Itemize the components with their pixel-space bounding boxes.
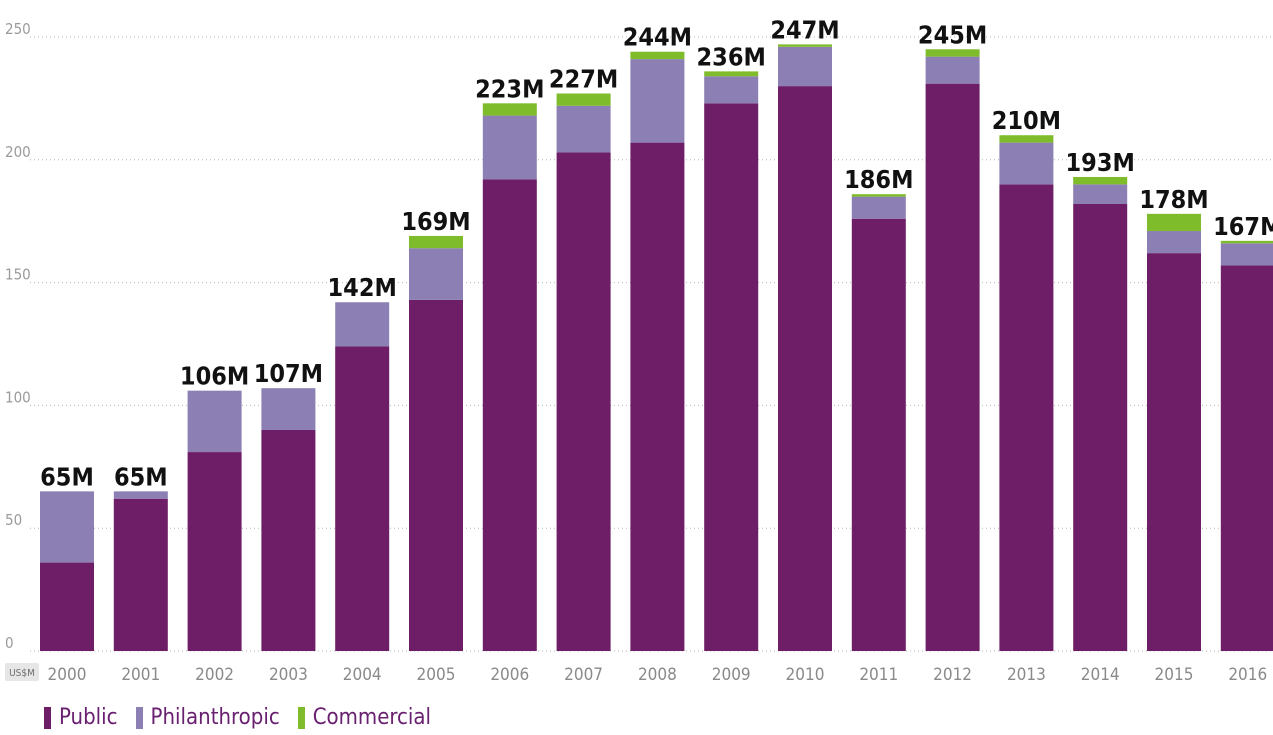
total-label-2003: 107M [254,359,323,388]
total-label-2009: 236M [697,42,766,71]
legend-swatch-commercial [297,706,305,729]
bar-philanthropic-2009 [704,76,759,104]
bar-commercial-2015 [1147,213,1201,232]
legend-label-philanthropic: Philanthropic [150,705,280,730]
bar-philanthropic-2000 [40,491,94,563]
bar-commercial-2013 [999,135,1054,143]
unit-badge-label: US$M [9,668,35,679]
y-tick-label-100: 100 [5,388,31,406]
total-label-2014: 193M [1066,148,1135,177]
bar-public-2015 [1147,253,1201,652]
bar-public-2000 [40,562,94,651]
y-tick-label-200: 200 [5,143,31,161]
x-tick-label-2007: 2007 [564,665,603,685]
total-label-2013: 210M [992,106,1061,135]
x-tick-label-2005: 2005 [417,665,456,685]
total-label-2002: 106M [180,362,249,391]
total-label-2007: 227M [549,64,618,93]
bar-public-2008 [630,142,685,651]
total-label-2012: 245M [918,20,987,49]
x-tick-label-2002: 2002 [195,665,234,685]
x-tick-label-2004: 2004 [343,665,382,685]
bar-public-2014 [1073,204,1128,651]
bar-philanthropic-2010 [778,46,832,87]
bar-philanthropic-2002 [187,390,242,453]
bar-philanthropic-2014 [1073,184,1128,205]
x-tick-label-2008: 2008 [638,665,677,685]
x-tick-label-2011: 2011 [859,665,898,685]
x-tick-label-2003: 2003 [269,665,308,685]
y-tick-label-50: 50 [5,511,22,529]
bar-commercial-2007 [556,93,611,106]
total-label-2006: 223M [475,74,544,103]
total-label-2008: 244M [623,23,692,52]
x-tick-label-2000: 2000 [48,665,87,685]
bar-public-2007 [556,152,611,651]
bar-philanthropic-2013 [999,142,1054,185]
total-label-2016: 167M [1213,212,1273,241]
bar-philanthropic-2012 [925,56,980,84]
y-tick-label-0: 0 [5,634,14,652]
legend-swatch-public [44,706,51,729]
bar-public-2009 [704,103,759,651]
legend-label-public: Public [59,705,118,730]
legend-swatch-philanthropic [135,706,143,729]
bar-commercial-2016 [1220,240,1273,244]
total-label-2011: 186M [844,165,913,194]
bar-public-2012 [925,83,980,651]
bar-philanthropic-2005 [409,248,463,300]
y-tick-label-250: 250 [5,20,31,38]
bar-philanthropic-2001 [113,491,168,499]
bar-philanthropic-2006 [482,115,537,180]
x-tick-label-2012: 2012 [933,665,972,685]
legend-item-philanthropic: Philanthropic [135,705,280,730]
bar-public-2013 [999,184,1054,652]
bar-public-2001 [113,498,168,651]
x-tick-label-2015: 2015 [1155,665,1194,685]
bar-philanthropic-2016 [1220,243,1273,266]
bar-commercial-2008 [630,51,685,60]
bar-public-2006 [482,179,537,651]
unit-badge-bg [5,663,39,681]
bar-commercial-2011 [851,194,906,197]
legend-label-commercial: Commercial [312,705,432,730]
bar-commercial-2005 [409,235,463,249]
bar-commercial-2010 [778,44,832,47]
x-tick-label-2001: 2001 [121,665,160,685]
bar-public-2003 [261,429,316,651]
bar-commercial-2014 [1073,176,1128,185]
bar-philanthropic-2011 [851,196,906,219]
x-tick-label-2009: 2009 [712,665,751,685]
bar-philanthropic-2003 [261,388,316,430]
total-label-2004: 142M [328,273,397,302]
legend: Public Philanthropic Commercial [44,705,431,730]
y-tick-label-150: 150 [5,266,31,284]
bar-public-2002 [187,452,242,651]
bar-philanthropic-2007 [556,105,611,153]
bar-public-2016 [1220,265,1273,651]
bar-philanthropic-2004 [335,302,390,347]
x-tick-label-2010: 2010 [786,665,825,685]
total-label-2001: 65M [114,462,168,491]
x-tick-label-2006: 2006 [490,665,529,685]
bar-commercial-2009 [704,71,759,77]
bar-philanthropic-2015 [1147,231,1201,254]
bar-commercial-2012 [925,49,980,57]
bar-public-2011 [851,218,906,651]
x-tick-label-2013: 2013 [1007,665,1046,685]
total-label-2010: 247M [770,15,839,44]
total-label-2000: 65M [40,462,94,491]
legend-item-commercial: Commercial [297,705,432,730]
legend-item-public: Public [44,705,118,730]
bar-public-2005 [409,299,463,651]
total-label-2005: 169M [401,207,470,236]
x-tick-label-2014: 2014 [1081,665,1120,685]
bar-public-2004 [335,346,390,651]
bar-philanthropic-2008 [630,59,685,143]
x-tick-label-2016: 2016 [1228,665,1267,685]
bar-commercial-2006 [482,103,537,116]
total-label-2015: 178M [1139,185,1208,214]
bar-public-2010 [778,86,832,652]
